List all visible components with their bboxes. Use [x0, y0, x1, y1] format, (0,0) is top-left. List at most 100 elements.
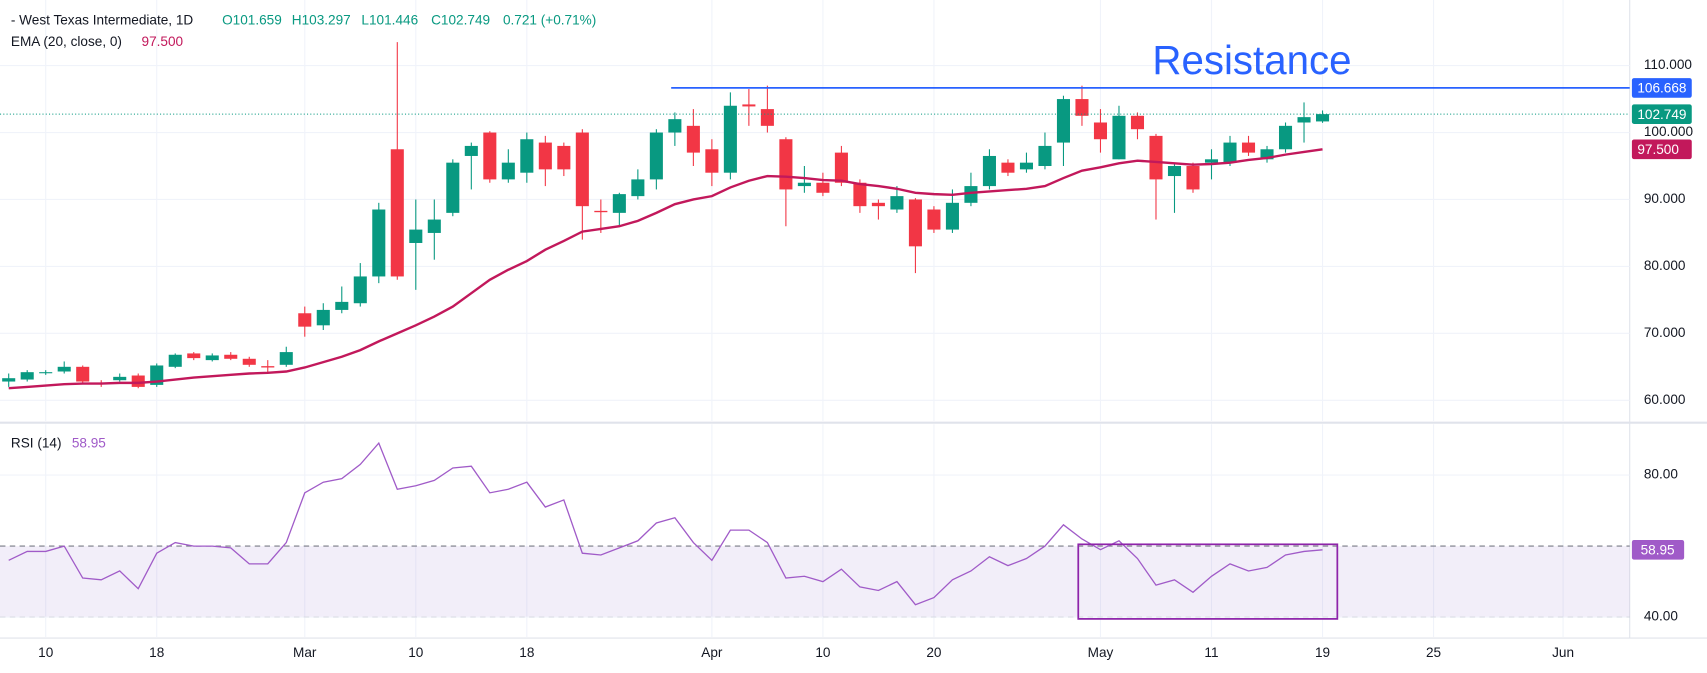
candle-body: [483, 132, 497, 180]
candle-body: [779, 139, 793, 190]
candle-body: [353, 276, 367, 304]
indicator-name: RSI (14): [11, 436, 62, 451]
candle-body: [612, 194, 626, 213]
x-tick-label: Apr: [701, 645, 723, 660]
candle-body: [261, 366, 275, 368]
candle-body: [1149, 135, 1163, 180]
chart-title: - West Texas Intermediate, 1D: [11, 12, 194, 27]
candle-body: [1297, 117, 1311, 123]
candle-body: [335, 301, 349, 310]
y-tick-label: 40.00: [1644, 609, 1678, 624]
candle-body: [686, 125, 700, 153]
candle-body: [668, 119, 682, 133]
rsi-band: [0, 546, 1630, 618]
rsi-line: [8, 441, 1323, 606]
x-tick-label: May: [1088, 645, 1114, 660]
candle-body: [242, 358, 256, 365]
candle-body: [279, 352, 293, 365]
x-tick-label: 18: [519, 645, 534, 660]
candle-body: [372, 209, 386, 277]
x-tick-label: Mar: [293, 645, 317, 660]
annotation: Resistance: [1152, 38, 1351, 83]
y-tick-label: 110.000: [1644, 57, 1693, 72]
y-tick-label: 90.000: [1644, 191, 1686, 206]
candle-body: [168, 354, 182, 367]
candle-body: [760, 109, 774, 126]
candle-body: [1019, 162, 1033, 170]
ohlc-value: C102.749: [431, 12, 490, 27]
candle-body: [557, 145, 571, 170]
ohlc-value: H103.297: [292, 12, 351, 27]
ohlc-value: L101.446: [361, 12, 418, 27]
candle-body: [1093, 122, 1108, 140]
candle-body: [723, 105, 737, 173]
x-tick-label: 20: [926, 645, 942, 660]
candle-body: [1315, 114, 1330, 122]
candle-body: [705, 149, 719, 173]
price-label: 102.749: [1637, 107, 1686, 122]
y-tick-label: 80.00: [1644, 467, 1678, 482]
candle-body: [76, 366, 90, 382]
x-tick-label: 10: [815, 645, 831, 660]
candle-body: [205, 355, 219, 361]
candle-body: [594, 210, 608, 213]
price-label: 97.500: [1637, 142, 1679, 157]
candle-body: [113, 376, 127, 381]
ema-line: [8, 148, 1323, 390]
candle-body: [538, 142, 552, 170]
x-tick-label: 25: [1426, 645, 1441, 660]
candle-body: [57, 366, 71, 372]
candle-body: [1056, 99, 1070, 143]
candle-body: [853, 182, 867, 207]
x-tick-label: Jun: [1552, 645, 1574, 660]
candle-body: [1130, 115, 1145, 130]
candle-body: [982, 155, 996, 187]
candle-body: [2, 378, 16, 382]
y-tick-label: 70.000: [1644, 325, 1686, 340]
candle-body: [446, 162, 460, 213]
value-label: 58.95: [1641, 543, 1675, 558]
candle-body: [1075, 99, 1089, 116]
candle-body: [1223, 142, 1237, 163]
candle-body: [316, 309, 330, 326]
candle-body: [1038, 145, 1052, 167]
candle-body: [20, 372, 34, 380]
candle-body: [501, 162, 515, 180]
candle-body: [187, 353, 201, 359]
highlight-box: [1077, 543, 1339, 620]
candle-body: [1001, 162, 1015, 173]
price-label-box: [1631, 78, 1692, 98]
candle-body: [390, 149, 404, 277]
candle-body: [742, 104, 756, 107]
price-label-box: [1631, 139, 1692, 160]
candle-body: [797, 182, 811, 187]
candle-body: [927, 209, 941, 230]
candle-body: [964, 186, 978, 203]
candle-body: [1278, 125, 1293, 150]
candle-body: [1186, 166, 1200, 190]
ohlc-value: 0.721 (+0.71%): [503, 12, 596, 27]
x-tick-label: 10: [408, 645, 424, 660]
indicator-value: 97.500: [142, 34, 184, 49]
x-tick-label: 19: [1315, 645, 1330, 660]
y-tick-label: 60.000: [1644, 392, 1686, 407]
candle-body: [224, 354, 238, 359]
candle-body: [631, 179, 645, 197]
candle-body: [1260, 149, 1274, 160]
x-tick-label: 10: [38, 645, 54, 660]
candle-body: [816, 182, 830, 193]
candle-body: [1204, 159, 1219, 163]
candle-body: [464, 145, 478, 156]
x-tick-label: 11: [1204, 645, 1218, 660]
candle-body: [1167, 166, 1182, 177]
candle-body: [890, 196, 904, 210]
candle-body: [1241, 142, 1256, 153]
candle-body: [1112, 115, 1126, 160]
ohlc-value: O101.659: [222, 12, 282, 27]
price-label-box: [1631, 104, 1692, 124]
candle-body: [575, 132, 589, 207]
candle-body: [649, 132, 663, 180]
candle-body: [298, 313, 312, 327]
